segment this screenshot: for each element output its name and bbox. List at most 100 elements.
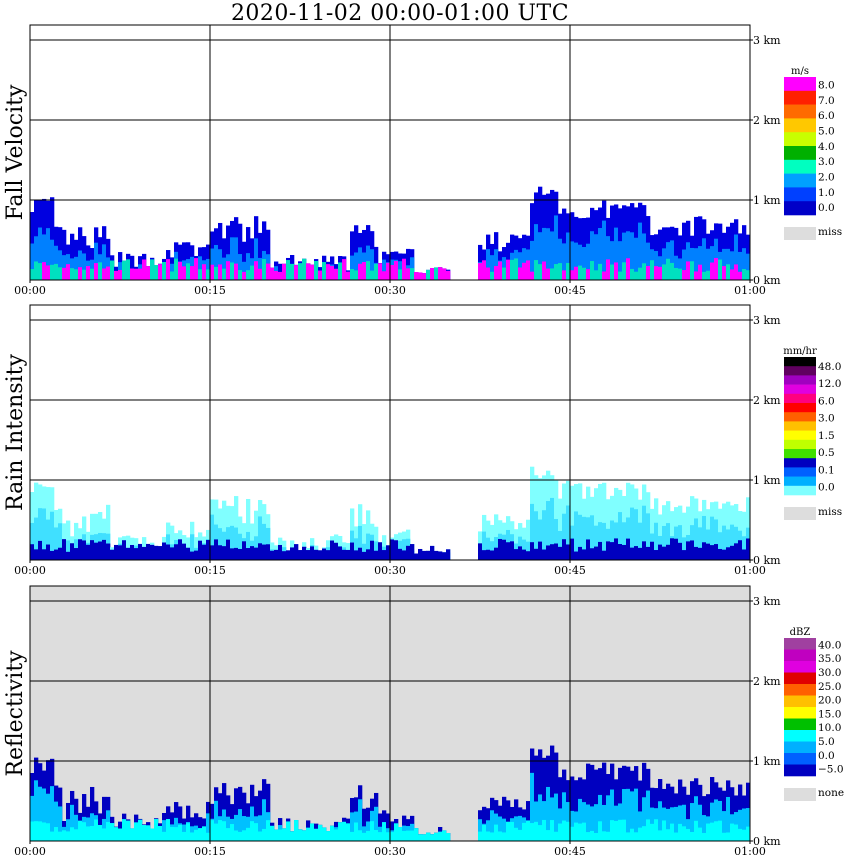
echo-column-core (698, 547, 703, 560)
echo-column-mid (358, 525, 363, 560)
echo-column-mid (630, 232, 635, 280)
echo-column-mid (554, 518, 559, 560)
echo-column-core (638, 827, 643, 841)
echo-column-core (190, 832, 195, 841)
echo-column-core (394, 540, 399, 560)
echo-column-core (442, 268, 447, 280)
echo-column-mid (402, 539, 407, 560)
echo-column-core (94, 263, 99, 280)
echo-column-core (714, 258, 719, 280)
x-tick-label: 00:45 (554, 845, 586, 858)
echo-column-core (414, 828, 419, 841)
echo-column-mid (578, 514, 583, 560)
echo-column-core (610, 542, 615, 560)
echo-column-core (138, 268, 143, 280)
echo-column-core (438, 267, 443, 280)
echo-column-mid (34, 517, 39, 560)
echo-column-mid (742, 808, 747, 841)
x-tick-label: 00:30 (374, 564, 406, 577)
echo-column-core (346, 823, 351, 841)
echo-column (594, 488, 599, 560)
echo-column-core (478, 543, 483, 560)
echo-column-core (318, 824, 323, 841)
echo-column-core (694, 271, 699, 280)
echo-column-mid (598, 228, 603, 280)
echo-column-mid (642, 233, 647, 280)
y-tick-label: 2 km (753, 394, 781, 407)
echo-column-mid (190, 534, 195, 560)
echo-column-mid (730, 524, 735, 560)
echo-column-core (278, 829, 283, 841)
echo-column-core (142, 825, 147, 841)
echo-column-mid (238, 533, 243, 560)
echo-column-core (274, 549, 279, 560)
echo-column-core (386, 545, 391, 560)
echo-column (670, 511, 675, 560)
echo-column-core (254, 261, 259, 280)
echo-column-core (746, 826, 751, 841)
echo-column-core (126, 259, 131, 280)
echo-column-core (154, 545, 159, 560)
echo-column-core (438, 551, 443, 560)
echo-column-core (722, 549, 727, 560)
echo-column-core (82, 822, 87, 841)
echo-column-core (262, 259, 267, 280)
echo-column-core (134, 548, 139, 560)
echo-column-mid (38, 508, 43, 560)
echo-column-core (230, 824, 235, 841)
echo-column-core (238, 831, 243, 841)
echo-column-core (306, 827, 311, 841)
colorbar-unit: mm/hr (783, 346, 817, 357)
echo-column-core (30, 544, 35, 560)
echo-column-core (614, 538, 619, 560)
echo-column-core (118, 545, 123, 560)
echo-column-core (294, 544, 299, 560)
echo-column-core (610, 820, 615, 841)
echo-column-core (62, 267, 67, 280)
echo-column-core (174, 827, 179, 841)
echo-column-core (134, 822, 139, 841)
echo-column-core (54, 549, 59, 560)
echo-column-mid (694, 248, 699, 280)
y-tick-label: 3 km (753, 34, 781, 47)
echo-column-mid (382, 259, 387, 280)
echo-column-core (354, 822, 359, 841)
echo-column-core (578, 265, 583, 280)
echo-column-mid (34, 236, 39, 280)
colorbar-swatch (784, 467, 816, 477)
echo-column-mid (370, 249, 375, 280)
echo-column-core (526, 260, 531, 280)
echo-column-core (738, 271, 743, 280)
echo-column-mid (66, 540, 71, 560)
panel-1: 00:00 00:15 00:30 00:45 01:000 km 1 km 2 km 3 k… (3, 24, 842, 297)
echo-column-mid (530, 240, 535, 280)
echo-column-mid (554, 793, 559, 841)
echo-column-core (682, 826, 687, 841)
echo-column-core (286, 260, 291, 280)
echo-column-mid (638, 522, 643, 560)
echo-column-core (710, 822, 715, 841)
echo-column-core (126, 820, 131, 841)
echo-column-core (554, 543, 559, 560)
echo-column-core (274, 270, 279, 280)
echo-column-core (494, 266, 499, 280)
echo-column-core (742, 269, 747, 280)
echo-column-core (486, 831, 491, 841)
echo-column-mid (266, 527, 271, 560)
echo-column-mid (38, 786, 43, 841)
echo-column-mid (614, 227, 619, 280)
echo-column-core (166, 259, 171, 280)
echo-column-core (110, 549, 115, 560)
echo-column-mid (606, 795, 611, 841)
panel-ylabel: Fall Velocity (3, 84, 28, 220)
echo-column (558, 498, 563, 560)
echo-column-core (270, 550, 275, 560)
echo-column (66, 520, 71, 560)
panel-ylabel: Rain Intensity (3, 353, 28, 510)
colorbar-swatch (784, 187, 816, 202)
echo-column-mid (58, 806, 63, 841)
echo-column (126, 535, 131, 560)
colorbar-swatch (784, 730, 816, 742)
panel-ylabel: Reflectivity (3, 650, 28, 777)
echo-column-mid (234, 814, 239, 841)
